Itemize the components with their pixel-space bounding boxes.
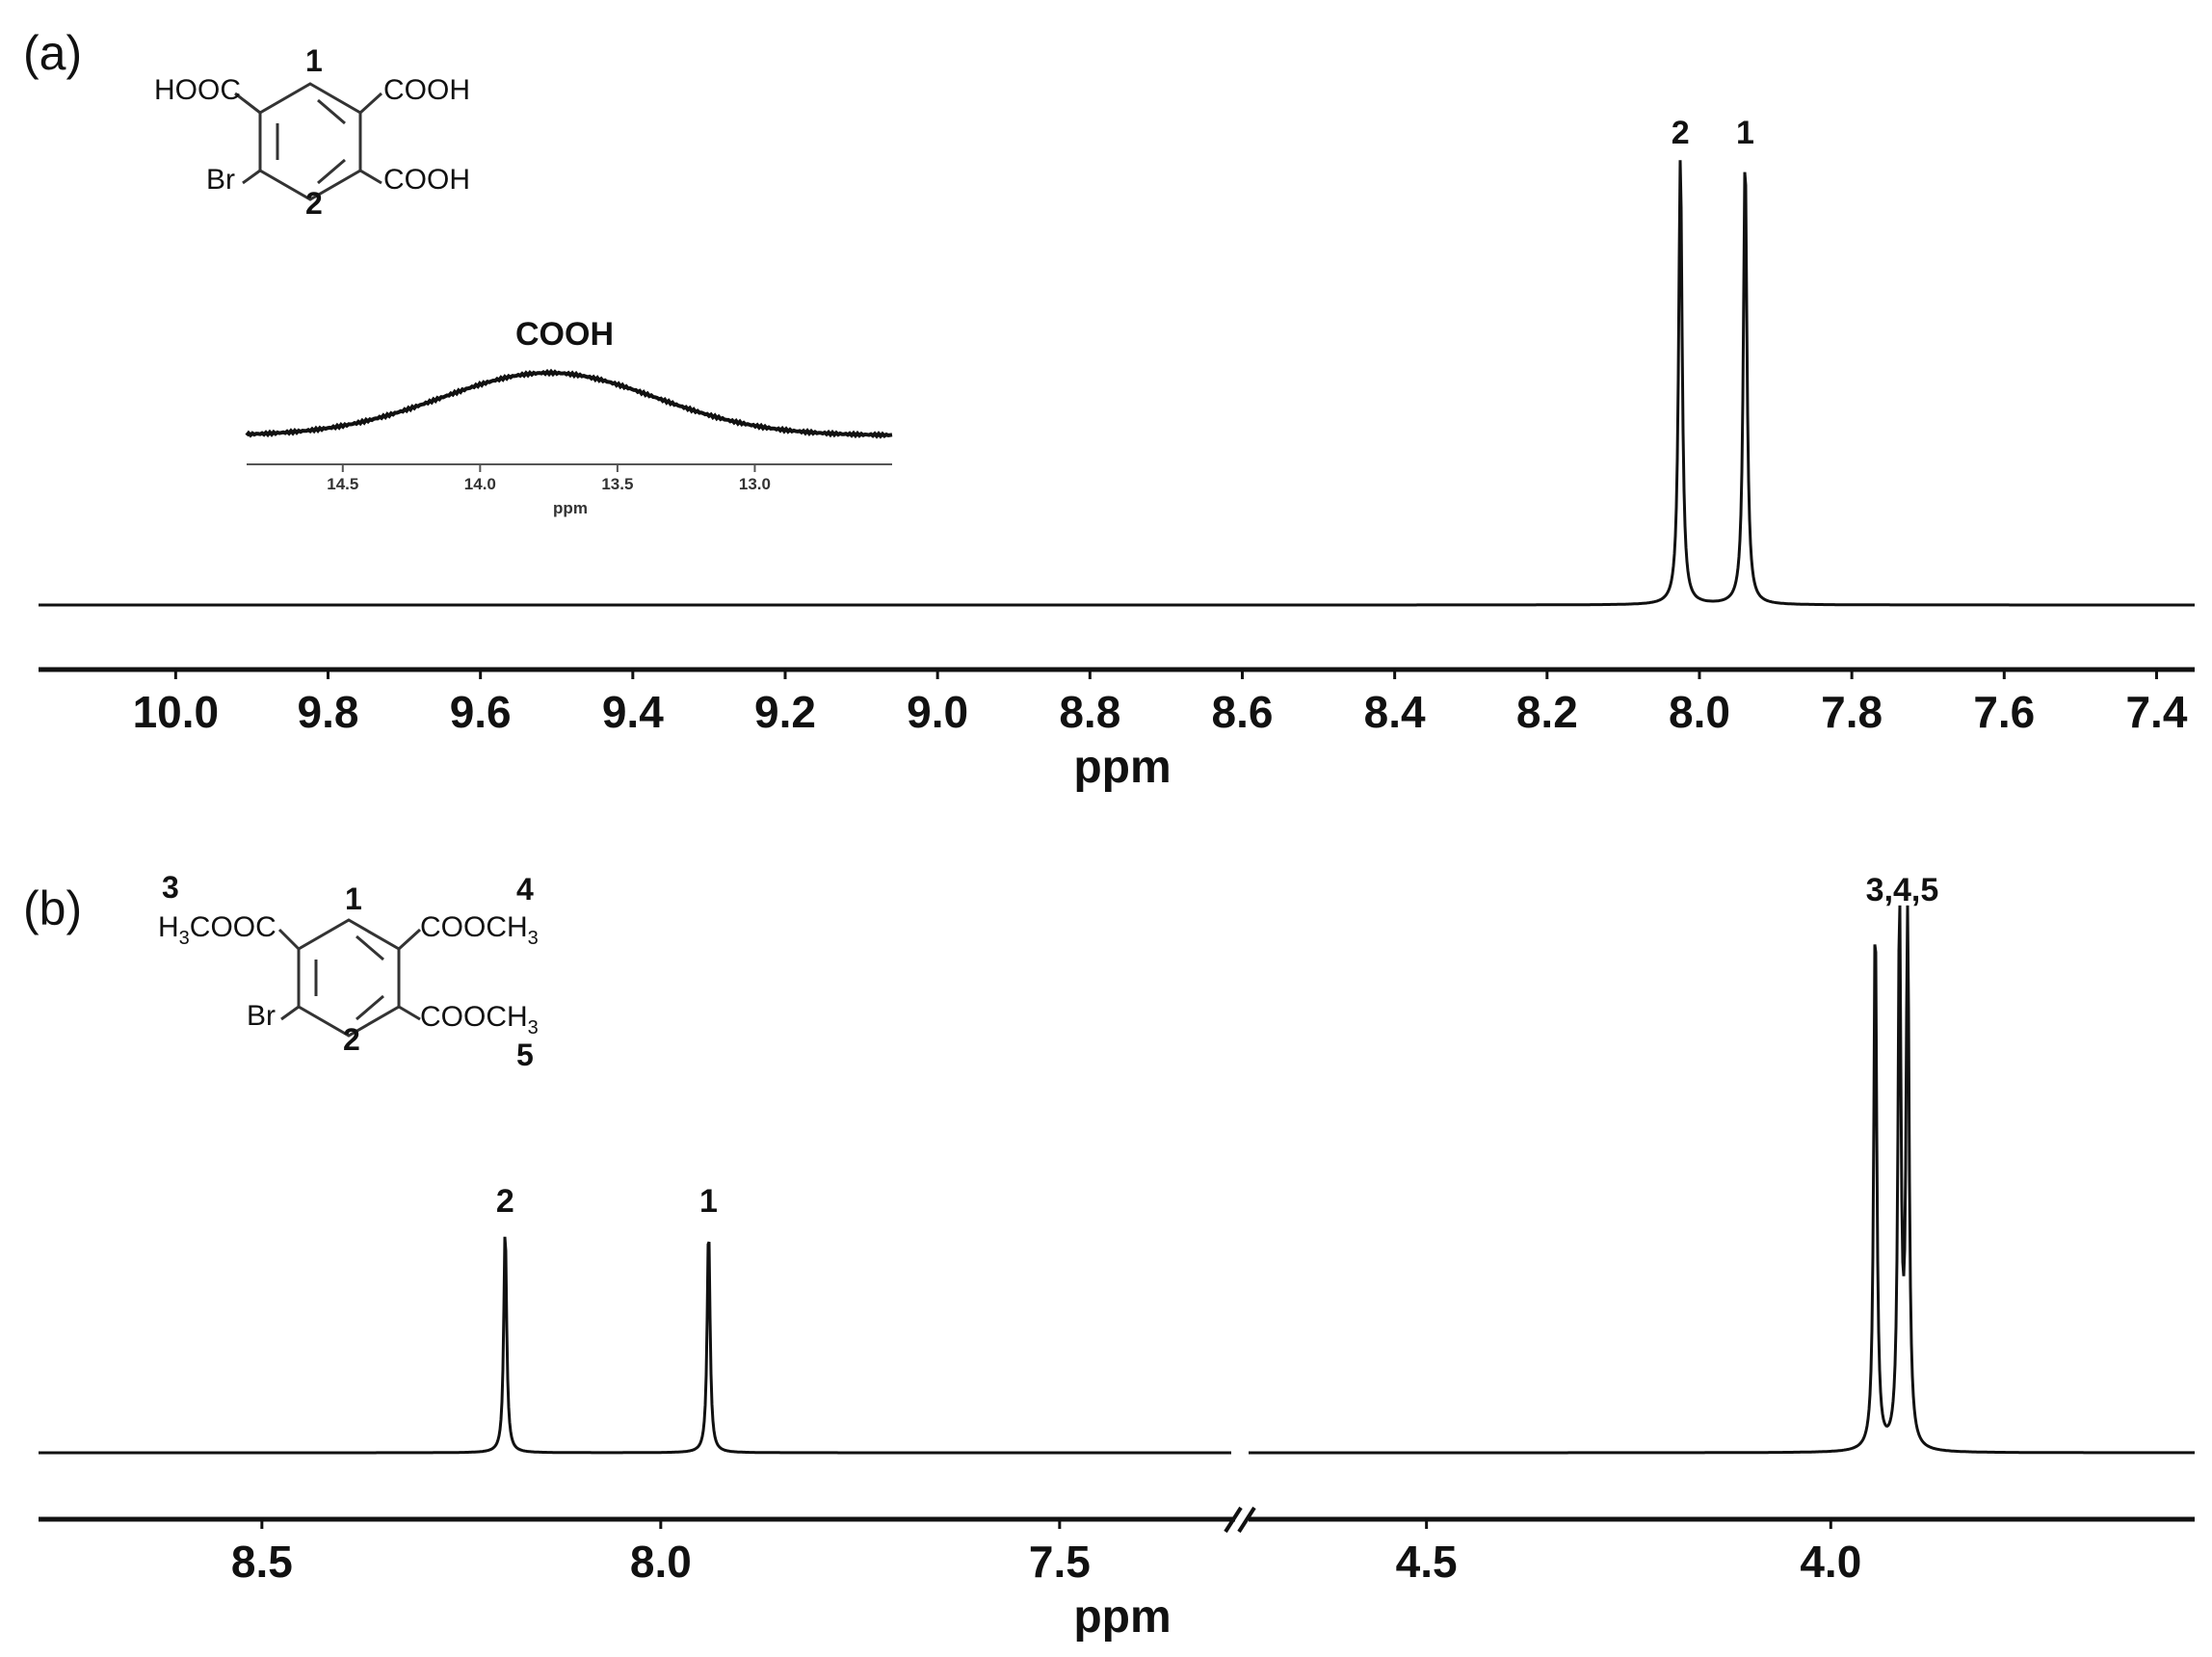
bond-top-left-a [234,92,261,115]
panel-b: (b) H3COOC COOCH3 COOCH3 Br 1 2 3 4 5 2 1… [23,870,2195,1643]
substituent-a-bottom-right: COOH [383,164,470,196]
axis-a-tick-label: 7.4 [2125,687,2187,737]
bond-top-right-b [397,928,422,951]
inset-axis-title: ppm [553,499,588,517]
position-label-a-2: 2 [305,186,323,221]
axis-a-tick-label: 9.8 [298,687,359,737]
inset-title: COOH [515,316,614,353]
ring-inner-bond-b3 [356,994,384,1021]
position-label-b-2: 2 [343,1022,360,1057]
inset-tick-label: 14.0 [464,475,496,493]
axis-b-tick-label: 8.5 [231,1537,293,1587]
axis-a-tick-label: 9.2 [754,687,816,737]
inset-tick-label: 13.0 [739,475,771,493]
axis-a-tick-label: 7.8 [1821,687,1883,737]
panel-a: (a) HOOC COOH COOH Br 1 2 COOH 14.5 14.0 1… [23,26,2195,793]
axis-a-tick-label: 7.6 [1973,687,2035,737]
benzene-ring-b [297,918,401,1038]
bond-bottom-left-a [242,169,261,185]
substituent-b-bottom-left: Br [247,1000,276,1032]
axis-b-tick-label: 7.5 [1029,1537,1091,1587]
axis-a-tick-label: 8.6 [1212,687,1274,737]
axis-b-tick-label: 8.0 [630,1537,692,1587]
axis-a-ticks: 10.0 9.8 9.6 9.4 9.2 9.0 8.8 8.6 8.4 8.2 8.0 7.8 7.6… [133,670,2188,737]
axis-a-tick-label: 8.0 [1669,687,1730,737]
axis-a-tick-label: 9.6 [450,687,512,737]
spectrum-b-right-line [1249,905,2195,1455]
axis-b-title: ppm [1073,1591,1171,1643]
position-label-b-5: 5 [516,1038,534,1072]
position-label-a-1: 1 [305,43,323,78]
inset-tick-label: 14.5 [327,475,358,493]
panel-b-label: (b) [23,881,82,935]
panel-a-label: (a) [23,26,82,80]
ring-inner-bond-a3 [317,158,346,185]
substituent-a-top-left: HOOC [154,74,241,106]
axis-break-mark [1224,1506,1256,1534]
substituent-a-bottom-left: Br [206,164,235,196]
bond-top-right-a [358,92,383,115]
bond-bottom-right-a [359,169,382,185]
axis-a-tick-label: 8.8 [1059,687,1120,737]
axis-a-tick-label: 8.2 [1516,687,1578,737]
position-label-b-1: 1 [345,881,362,916]
substituent-a-top-right: COOH [383,74,470,106]
axis-b-tick-label: 4.0 [1800,1537,1861,1587]
peak-label-b-2: 3,4,5 [1866,872,1939,908]
axis-a-tick-label: 9.0 [907,687,968,737]
structure-a [234,82,383,201]
peak-label-a-0: 2 [1672,115,1690,151]
bond-bottom-right-b [398,1005,421,1021]
inset-spectrum-line [245,368,893,439]
spectrum-a-line [39,160,2195,607]
substituent-b-top-right: COOCH3 [420,911,539,949]
peak-label-b-1: 1 [699,1183,718,1220]
position-label-b-4: 4 [516,872,534,907]
ring-inner-bond-b2 [356,934,384,961]
axis-b-ticks: 8.5 8.0 7.5 4.5 4.0 [231,1519,1861,1587]
bond-top-left-b [277,928,301,951]
axis-a-tick-label: 9.4 [602,687,664,737]
inset-a: COOH 14.5 14.0 13.5 13.0 ppm [245,316,893,517]
inset-tick-label: 13.5 [601,475,633,493]
axis-a-title: ppm [1073,742,1171,793]
spectrum-b-left-line [39,1236,1231,1455]
bond-bottom-left-b [280,1005,300,1021]
peak-label-a-1: 1 [1736,115,1754,151]
peak-label-b-0: 2 [496,1183,514,1220]
structure-b [277,918,422,1038]
ring-inner-bond-a2 [317,98,346,125]
axis-a-tick-label: 8.4 [1364,687,1426,737]
position-label-b-3: 3 [162,870,179,905]
peak-labels-b: 2 1 3,4,5 [496,872,1938,1220]
benzene-ring-a [258,82,362,201]
axis-a-tick-label: 10.0 [133,687,220,737]
substituent-b-bottom-right: COOCH3 [420,1001,539,1039]
inset-ticks: 14.5 14.0 13.5 13.0 [327,464,771,493]
substituent-b-top-left: H3COOC [158,911,276,949]
axis-b-tick-label: 4.5 [1396,1537,1458,1587]
